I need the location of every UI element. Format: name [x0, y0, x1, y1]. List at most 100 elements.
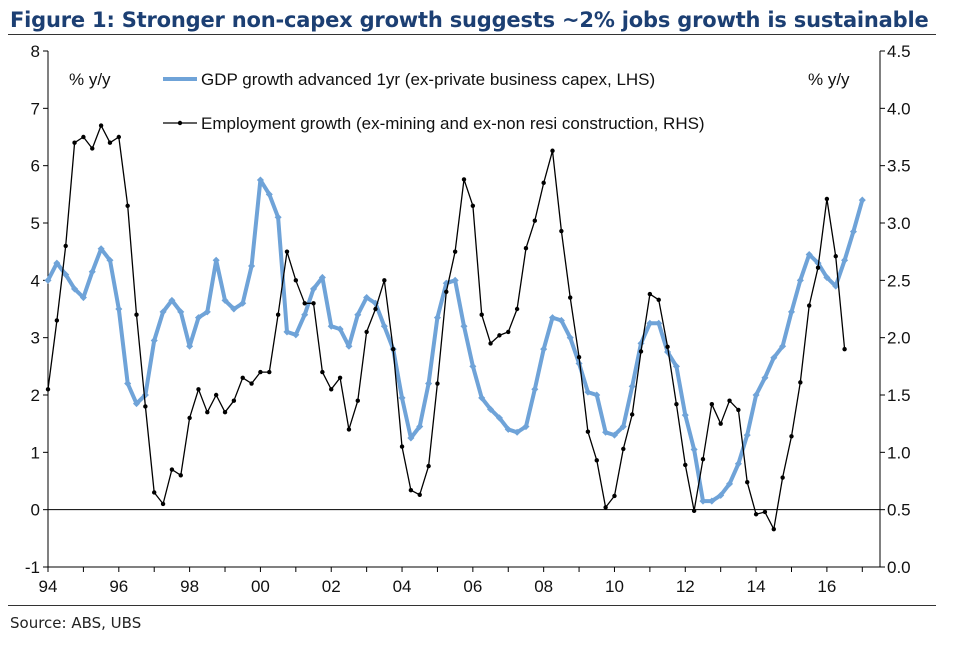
- left-tick-label: -1: [25, 558, 40, 577]
- gdp-point: [787, 308, 796, 316]
- gdp-point: [451, 276, 459, 284]
- gdp-point: [248, 262, 256, 270]
- gdp-point: [425, 379, 433, 388]
- left-tick-label: 6: [31, 157, 40, 176]
- gdp-point: [433, 314, 441, 322]
- employment-point: [745, 479, 750, 485]
- gdp-point: [779, 342, 787, 350]
- employment-point: [382, 278, 387, 283]
- right-tick-label: 3.5: [887, 157, 911, 176]
- left-tick-label: 5: [31, 214, 40, 233]
- legend-gdp-label: GDP growth advanced 1yr (ex-private busi…: [201, 70, 655, 89]
- employment-point: [798, 380, 803, 385]
- gdp-point: [150, 336, 158, 345]
- employment-point: [275, 312, 281, 317]
- right-tick-label: 0.5: [887, 501, 911, 520]
- gdp-point: [681, 411, 689, 419]
- employment-point: [629, 412, 635, 417]
- employment-point: [806, 303, 812, 308]
- employment-point: [311, 301, 316, 306]
- gdp-point: [88, 268, 96, 276]
- employment-point: [753, 512, 759, 517]
- employment-point: [143, 404, 148, 409]
- gdp-point: [159, 308, 167, 316]
- legend-employment-label: Employment growth (ex-mining and ex-non …: [201, 114, 705, 133]
- employment-point: [488, 341, 493, 346]
- employment-point: [390, 346, 396, 352]
- gdp-point: [743, 431, 751, 439]
- employment-point: [514, 306, 520, 312]
- gdp-point: [796, 276, 804, 284]
- gdp-point: [256, 176, 264, 184]
- employment-point: [231, 398, 237, 403]
- employment-point: [373, 306, 378, 312]
- employment-point: [762, 509, 768, 515]
- gdp-point: [318, 273, 326, 282]
- employment-point: [267, 369, 272, 375]
- gdp-point: [655, 319, 663, 327]
- right-tick-label: 3.0: [887, 214, 911, 233]
- employment-point: [90, 146, 95, 151]
- gdp-point: [186, 342, 194, 350]
- employment-point: [45, 387, 51, 392]
- employment-point: [160, 501, 166, 507]
- employment-point: [470, 203, 476, 208]
- gdp-point: [832, 282, 840, 290]
- legend: GDP growth advanced 1yr (ex-private busi…: [163, 70, 705, 133]
- gdp-point: [487, 405, 495, 413]
- left-tick-label: 7: [31, 99, 40, 118]
- gdp-point: [177, 308, 185, 316]
- gdp-point: [62, 271, 70, 279]
- employment-point: [169, 467, 175, 472]
- employment-point: [656, 297, 661, 303]
- employment-point: [452, 249, 458, 254]
- employment-point: [399, 444, 405, 449]
- employment-point: [506, 329, 511, 335]
- gdp-point: [628, 382, 636, 390]
- employment-point: [240, 375, 245, 380]
- employment-point: [559, 228, 564, 234]
- employment-point: [320, 369, 325, 375]
- employment-point: [815, 265, 821, 270]
- gdp-point: [354, 311, 362, 319]
- gdp-point: [327, 322, 335, 330]
- employment-point: [497, 333, 502, 338]
- gdp-point: [221, 296, 229, 304]
- employment-point: [585, 429, 591, 434]
- gdp-point: [115, 305, 123, 313]
- gdp-point: [664, 348, 672, 356]
- gdp-point: [672, 362, 680, 370]
- employment-point: [771, 526, 776, 532]
- right-tick-label: 2.0: [887, 329, 911, 348]
- employment-point: [426, 463, 431, 469]
- x-tick-label: 10: [605, 577, 624, 596]
- gdp-point: [646, 319, 654, 327]
- gdp-point: [460, 322, 468, 330]
- employment-point: [107, 140, 113, 145]
- gdp-point: [124, 379, 132, 388]
- employment-point: [780, 475, 785, 480]
- left-tick-label: 3: [31, 329, 40, 348]
- employment-point: [603, 505, 608, 510]
- gdp-point: [566, 334, 574, 342]
- employment-point: [691, 508, 697, 514]
- gdp-point: [761, 374, 769, 382]
- gdp-point: [841, 256, 849, 264]
- x-tick-label: 06: [463, 577, 482, 596]
- employment-point: [683, 462, 688, 468]
- employment-point: [674, 401, 679, 407]
- employment-point: [178, 473, 183, 478]
- left-tick-label: 8: [31, 42, 40, 61]
- gdp-point: [380, 322, 388, 330]
- chart: -10123456780.00.51.01.52.02.53.03.54.04.…: [25, 42, 911, 596]
- gdp-point: [79, 293, 87, 302]
- gdp-point: [478, 394, 486, 402]
- employment-point: [364, 329, 369, 335]
- employment-point: [833, 254, 838, 259]
- employment-point: [258, 369, 263, 375]
- gdp-point: [292, 331, 300, 339]
- right-tick-label: 1.5: [887, 386, 911, 405]
- employment-point: [638, 349, 644, 354]
- employment-point: [700, 457, 706, 462]
- employment-point: [568, 295, 573, 300]
